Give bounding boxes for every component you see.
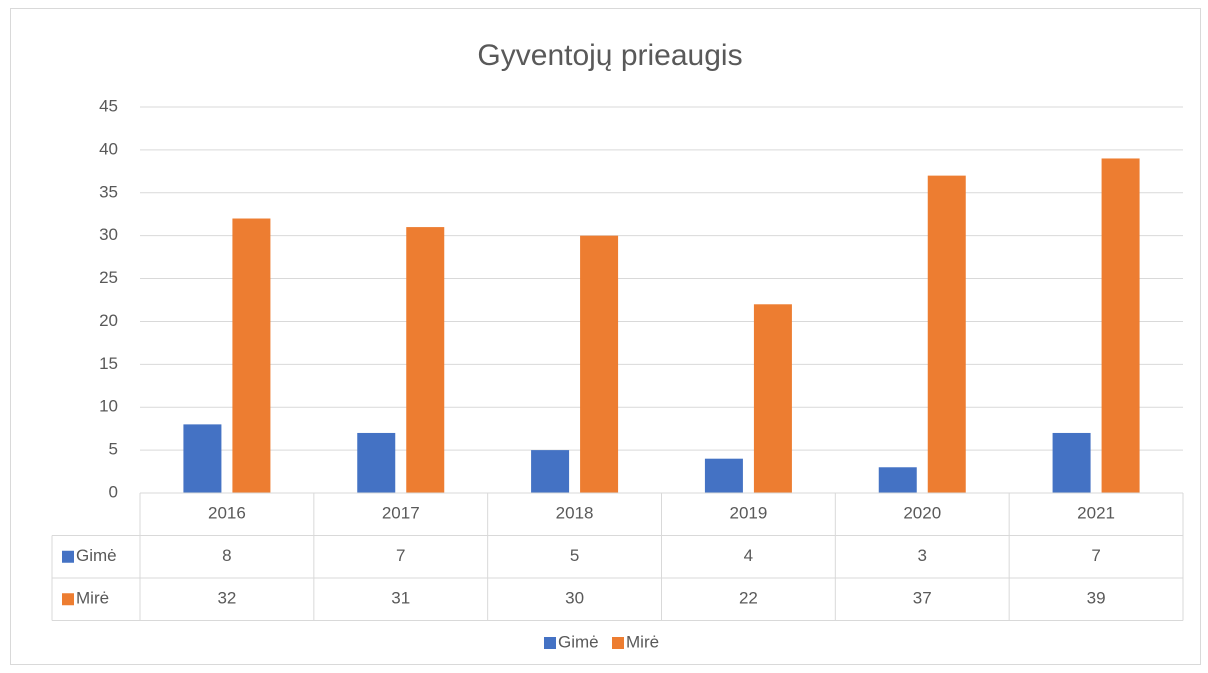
table-value: 30: [565, 589, 584, 608]
table-series-name: Mirė: [76, 589, 109, 608]
y-tick-label: 40: [99, 139, 118, 158]
table-value: 4: [744, 546, 753, 565]
y-tick-label: 0: [109, 482, 118, 501]
bar: [1052, 432, 1091, 493]
chart-title: Gyventojų prieaugis: [477, 39, 742, 72]
table-series-name: Gimė: [76, 546, 117, 565]
y-tick-label: 20: [99, 311, 118, 330]
bar: [927, 175, 966, 493]
bar: [406, 227, 445, 494]
x-tick-label: 2020: [903, 504, 941, 523]
legend-key: [612, 637, 624, 649]
legend-label: Mirė: [626, 632, 659, 651]
bar: [183, 424, 222, 493]
table-value: 8: [222, 546, 231, 565]
y-tick-label: 5: [109, 440, 118, 459]
table-value: 5: [570, 546, 579, 565]
table-legend-key: [62, 593, 74, 606]
table-value: 7: [396, 546, 405, 565]
bar: [531, 450, 570, 493]
bar: [232, 218, 271, 493]
table-legend-key: [62, 550, 74, 563]
table-value: 37: [913, 589, 932, 608]
table-value: 39: [1087, 589, 1106, 608]
y-tick-label: 15: [99, 354, 118, 373]
x-tick-label: 2021: [1077, 504, 1115, 523]
y-tick-label: 25: [99, 268, 118, 287]
table-value: 32: [217, 589, 236, 608]
y-tick-label: 45: [99, 96, 118, 115]
table-value: 22: [739, 589, 758, 608]
table-value: 7: [1091, 546, 1100, 565]
bar: [704, 458, 743, 493]
table-value: 3: [918, 546, 927, 565]
table-value: 31: [391, 589, 410, 608]
bar: [878, 467, 917, 493]
bar: [753, 304, 792, 493]
y-tick-label: 35: [99, 182, 118, 201]
x-tick-label: 2016: [208, 504, 246, 523]
x-tick-label: 2017: [382, 504, 420, 523]
bar: [1101, 158, 1140, 493]
y-tick-label: 30: [99, 225, 118, 244]
legend-key: [544, 637, 556, 649]
bar: [580, 235, 619, 493]
legend-label: Gimė: [558, 632, 599, 651]
bar: [357, 432, 396, 493]
y-tick-label: 10: [99, 397, 118, 416]
x-tick-label: 2019: [730, 504, 768, 523]
x-tick-label: 2018: [556, 504, 594, 523]
